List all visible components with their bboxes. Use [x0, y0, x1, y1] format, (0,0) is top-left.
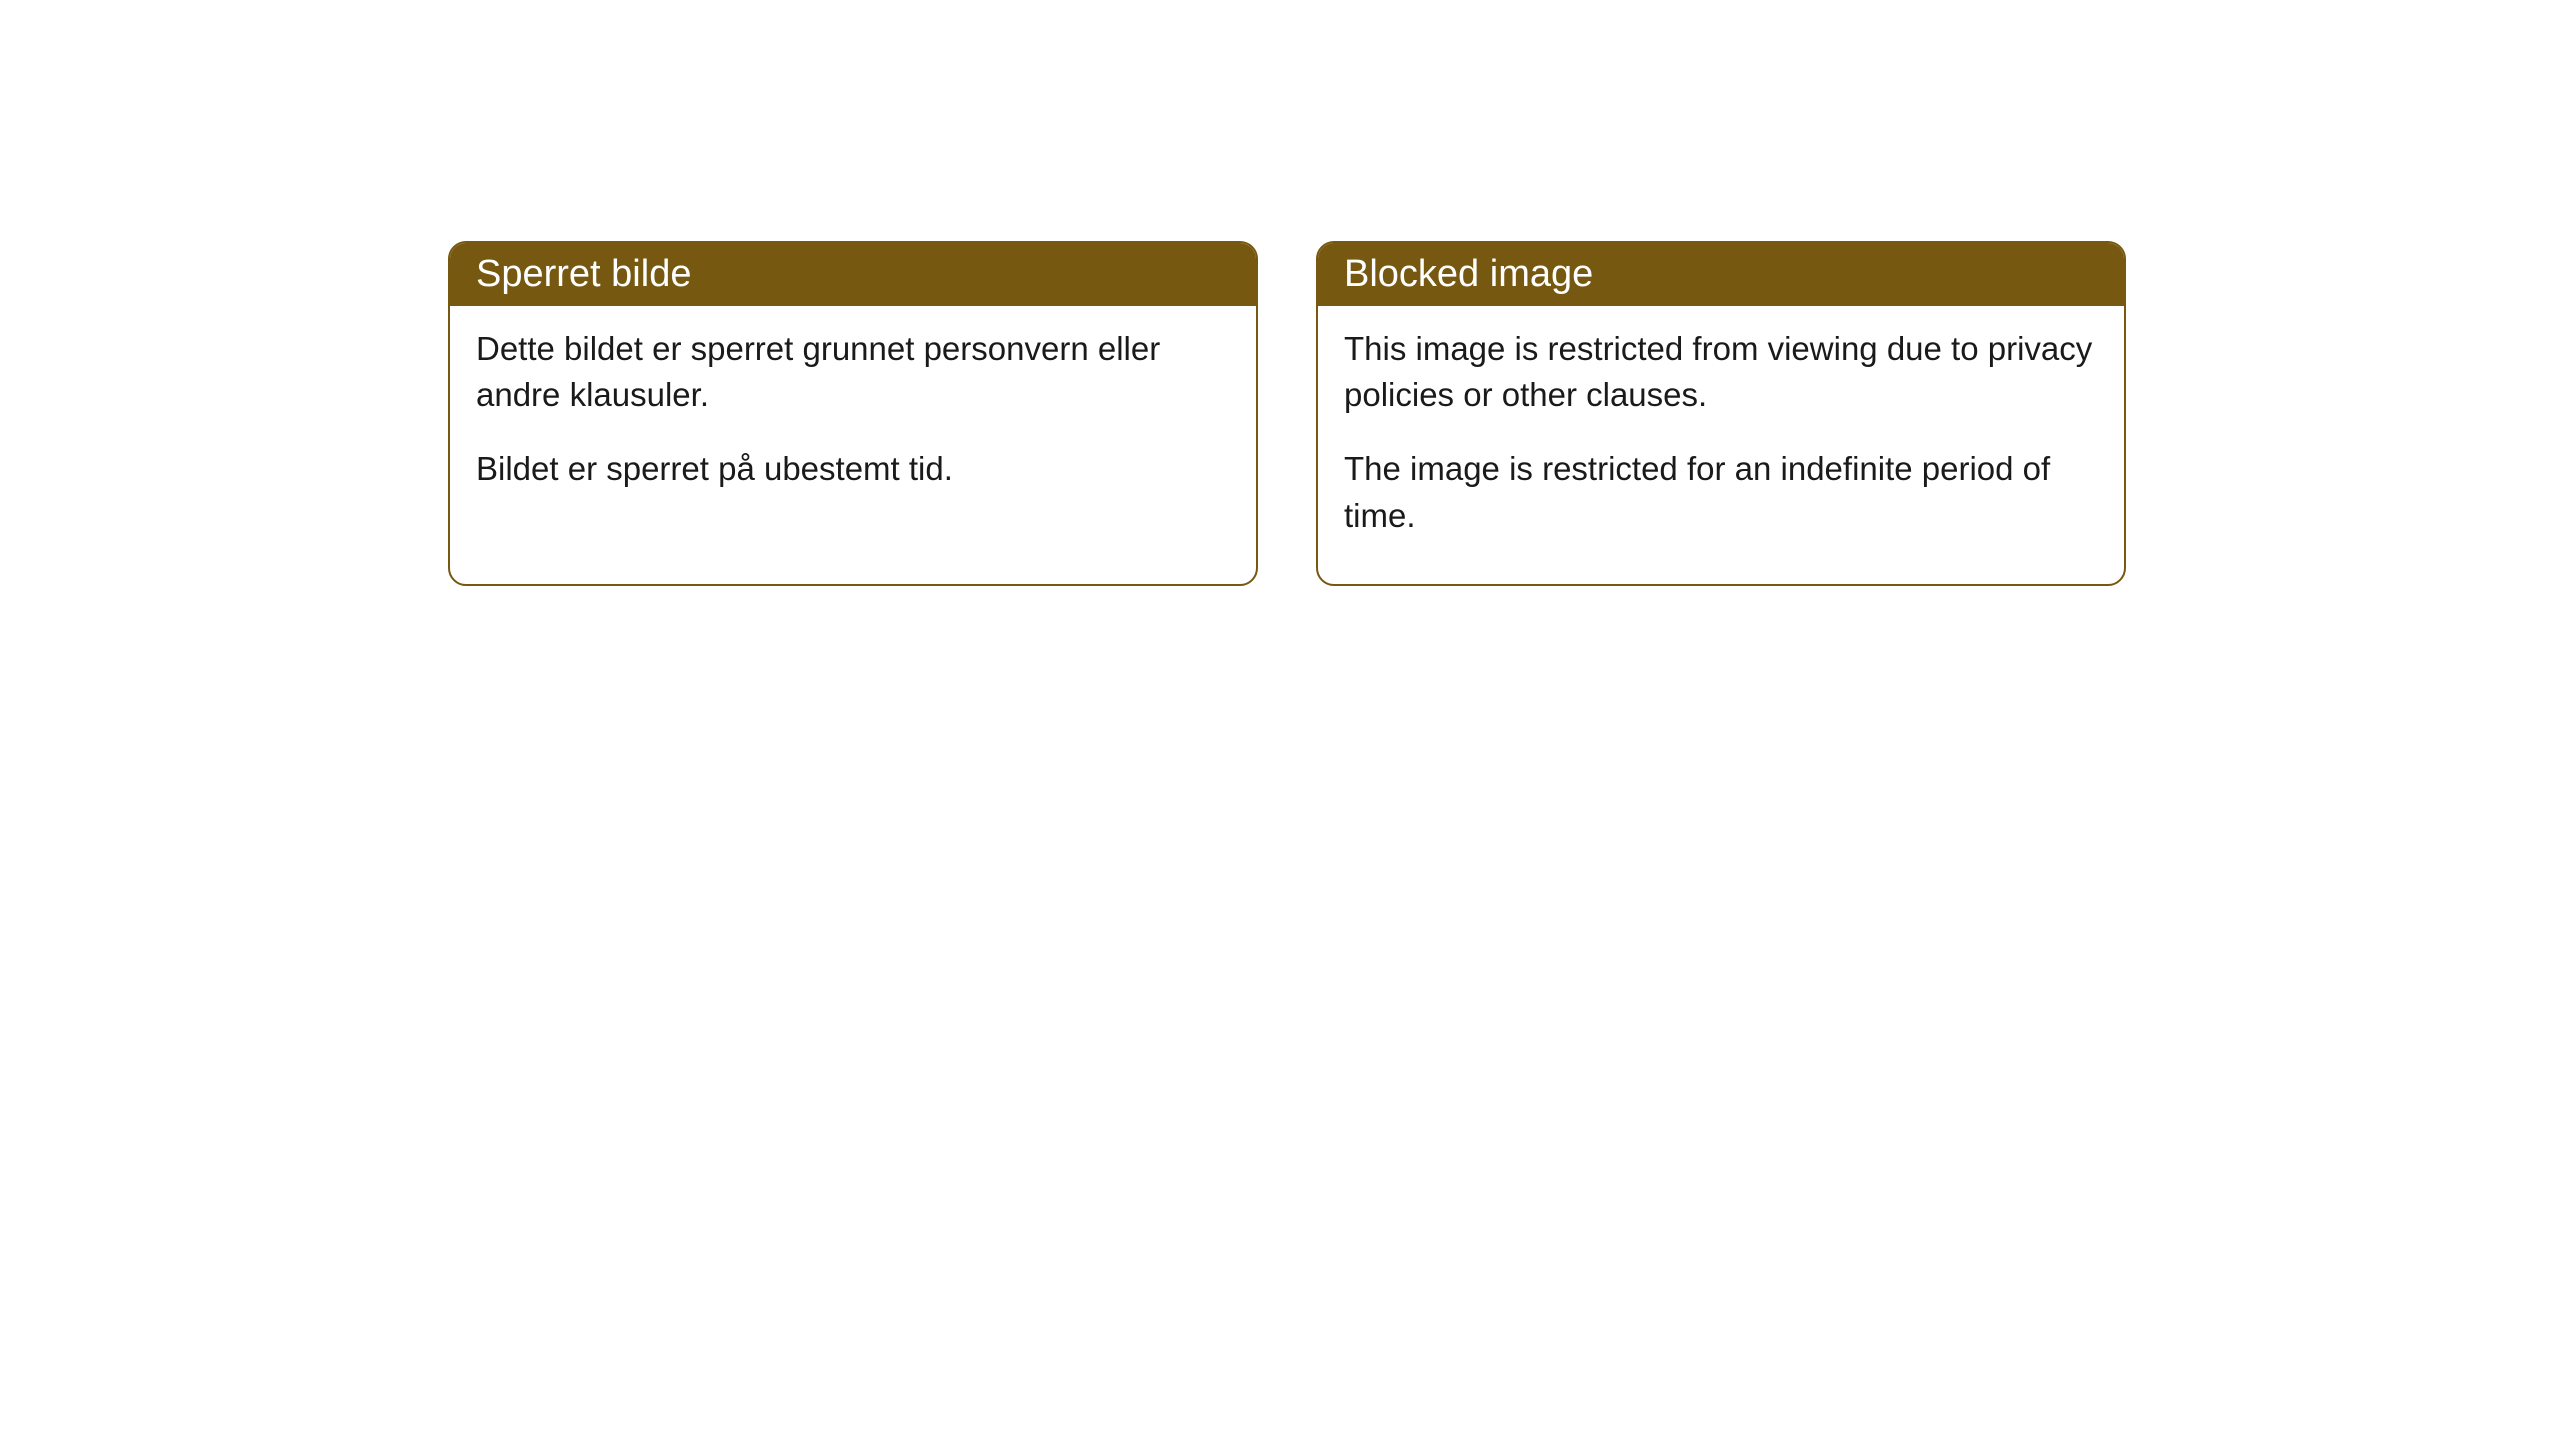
card-body: Dette bildet er sperret grunnet personve…: [450, 306, 1256, 538]
notice-cards-container: Sperret bilde Dette bildet er sperret gr…: [448, 241, 2126, 586]
card-body: This image is restricted from viewing du…: [1318, 306, 2124, 584]
card-title: Sperret bilde: [476, 253, 691, 295]
card-header: Blocked image: [1318, 243, 2124, 306]
card-title: Blocked image: [1344, 253, 1593, 295]
card-header: Sperret bilde: [450, 243, 1256, 306]
card-paragraph: This image is restricted from viewing du…: [1344, 326, 2098, 418]
card-paragraph: Bildet er sperret på ubestemt tid.: [476, 446, 1230, 492]
card-paragraph: Dette bildet er sperret grunnet personve…: [476, 326, 1230, 418]
notice-card-english: Blocked image This image is restricted f…: [1316, 241, 2126, 586]
card-paragraph: The image is restricted for an indefinit…: [1344, 446, 2098, 538]
notice-card-norwegian: Sperret bilde Dette bildet er sperret gr…: [448, 241, 1258, 586]
